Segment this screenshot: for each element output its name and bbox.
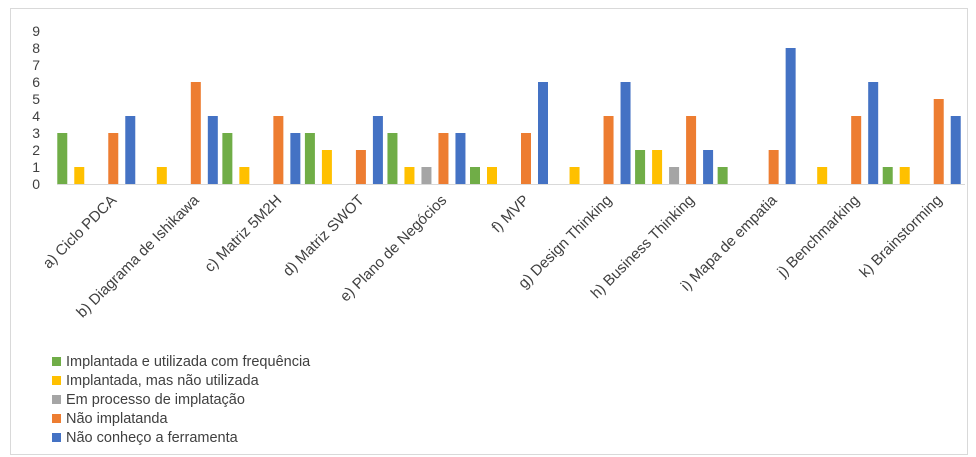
bar [57,133,68,184]
legend-swatch [52,395,61,404]
x-tick-label: k) Brainstorming [856,192,945,281]
bar [538,82,548,184]
legend-label: Em processo de implatação [66,391,245,408]
legend-item: Implantada e utilizada com frequência [52,352,310,371]
bar [372,116,383,184]
y-tick-label: 9 [32,23,40,39]
bar [785,48,796,184]
y-tick-label: 2 [32,142,40,158]
legend-swatch [52,414,61,423]
bar [207,116,218,184]
bar [686,116,697,184]
bar [355,150,366,184]
x-tick-label: d) Matriz SWOT [280,192,368,280]
bar [222,133,233,184]
bar [652,150,663,184]
bar [404,167,415,184]
bar [438,133,449,184]
bar [635,150,646,184]
bar [521,133,531,184]
bar [768,150,779,184]
bar [669,167,680,184]
x-tick-label: f) MVP [488,192,532,236]
legend-item: Em processo de implatação [52,390,310,409]
x-tick-label: c) Matriz 5M2H [201,192,285,276]
bar [703,150,714,184]
bar [273,116,284,184]
bar [190,82,201,184]
bar [304,133,315,184]
chart-area [10,8,968,455]
bar [239,167,250,184]
y-tick-label: 6 [32,74,40,90]
bar [603,116,614,184]
x-tick-label: j) Benchmarking [774,192,863,281]
legend-label: Não implatanda [66,410,168,427]
legend-swatch [52,357,61,366]
bar [882,167,893,184]
bar [487,167,497,184]
legend-swatch [52,433,61,442]
legend-label: Implantada e utilizada com frequência [66,353,311,370]
bars [57,48,961,184]
bar [620,82,631,184]
bar [933,99,944,184]
y-tick-label: 0 [32,176,40,192]
bar [569,167,580,184]
y-tick-label: 1 [32,159,40,175]
legend-label: Não conheço a ferramenta [66,429,238,446]
bar [387,133,398,184]
bar [74,167,85,184]
y-tick-label: 4 [32,108,40,124]
legend-item: Implantada, mas não utilizada [52,371,310,390]
bar [421,167,432,184]
bar [290,133,301,184]
legend-swatch [52,376,61,385]
bar [455,133,466,184]
bar [717,167,728,184]
x-tick-label: a) Ciclo PDCA [40,192,120,272]
bar [125,116,136,184]
bar [950,116,961,184]
bar [108,133,119,184]
y-tick-label: 5 [32,91,40,107]
bar [156,167,167,184]
bar [899,167,910,184]
y-tick-label: 8 [32,40,40,56]
bar [470,167,480,184]
legend-item: Não conheço a ferramenta [52,428,310,447]
bar [321,150,332,184]
bar [817,167,828,184]
y-tick-label: 7 [32,57,40,73]
legend-item: Não implatanda [52,409,310,428]
y-tick-label: 3 [32,125,40,141]
legend: Implantada e utilizada com frequência Imp… [52,352,310,447]
bar [851,116,862,184]
bar [868,82,879,184]
legend-label: Implantada, mas não utilizada [66,372,259,389]
